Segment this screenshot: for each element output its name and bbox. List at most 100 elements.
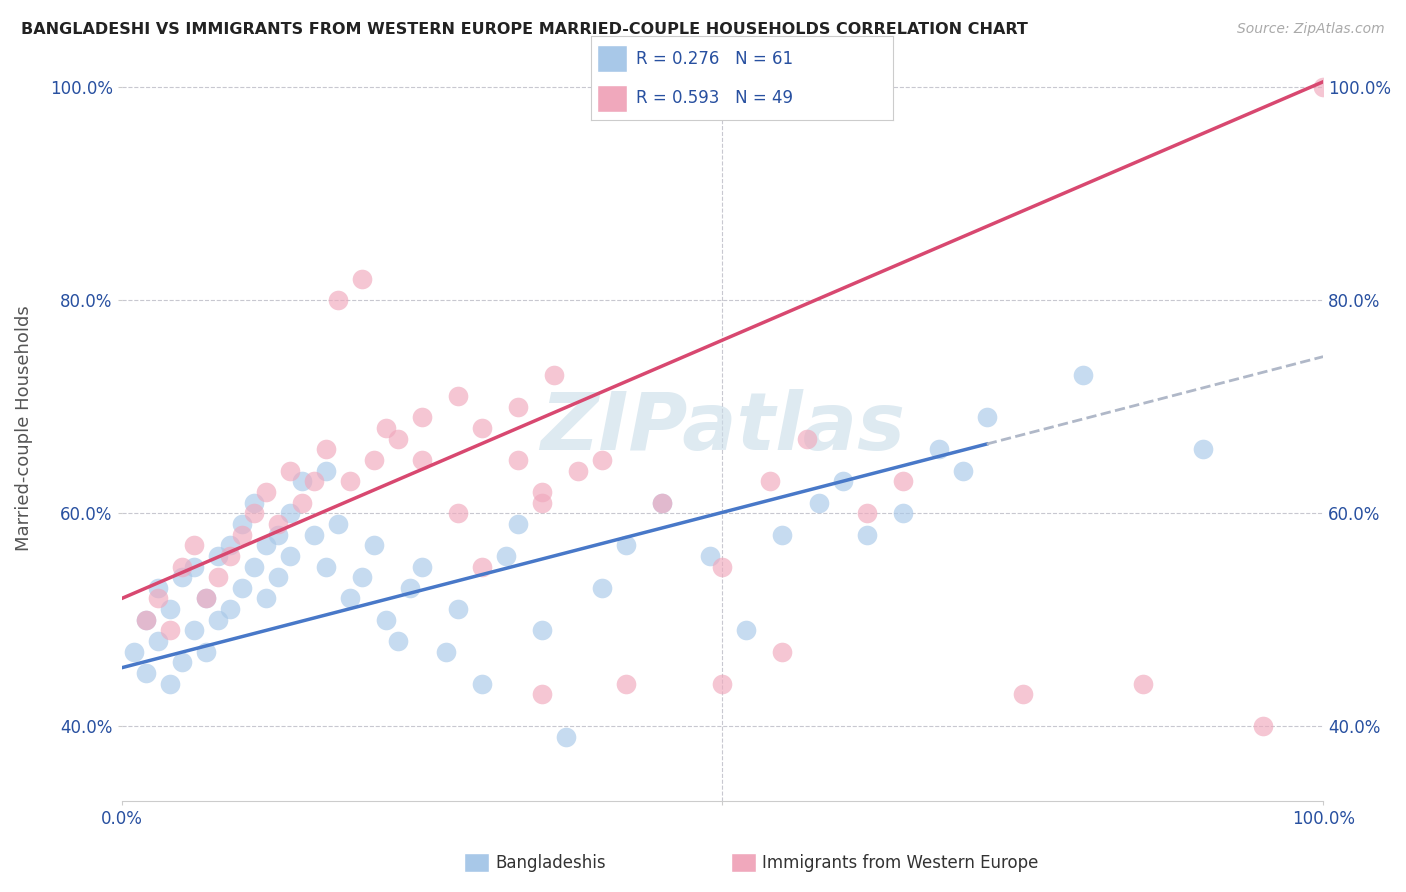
Point — [315, 442, 337, 457]
Point — [759, 475, 782, 489]
Point — [254, 485, 277, 500]
Bar — [596, 45, 627, 72]
Point — [375, 613, 398, 627]
Point — [651, 495, 673, 509]
Point — [243, 506, 266, 520]
Point — [495, 549, 517, 563]
Point — [891, 475, 914, 489]
Point — [315, 464, 337, 478]
Point — [1251, 719, 1274, 733]
Point — [508, 453, 530, 467]
Point — [170, 559, 193, 574]
Point — [350, 570, 373, 584]
Point — [855, 506, 877, 520]
Text: R = 0.593   N = 49: R = 0.593 N = 49 — [636, 89, 793, 107]
Point — [928, 442, 950, 457]
Point — [267, 527, 290, 541]
Bar — [596, 85, 627, 112]
Text: ZIPatlas: ZIPatlas — [540, 389, 905, 467]
Point — [976, 410, 998, 425]
Point — [170, 656, 193, 670]
Point — [831, 475, 853, 489]
Point — [807, 495, 830, 509]
Point — [194, 591, 217, 606]
Point — [1132, 677, 1154, 691]
Point — [434, 645, 457, 659]
Point — [254, 538, 277, 552]
Point — [267, 516, 290, 531]
Point — [302, 527, 325, 541]
Point — [471, 421, 494, 435]
Point — [891, 506, 914, 520]
Point — [159, 624, 181, 638]
Point — [711, 559, 734, 574]
Point — [363, 453, 385, 467]
Point — [1312, 80, 1334, 95]
Point — [146, 591, 169, 606]
Point — [218, 538, 240, 552]
Point — [411, 453, 433, 467]
Point — [531, 485, 554, 500]
Point — [315, 559, 337, 574]
Point — [1011, 687, 1033, 701]
Point — [567, 464, 589, 478]
Point — [159, 602, 181, 616]
Point — [711, 677, 734, 691]
Point — [543, 368, 565, 382]
Point — [291, 495, 314, 509]
Point — [411, 410, 433, 425]
Point — [135, 666, 157, 681]
Point — [651, 495, 673, 509]
Point — [591, 581, 613, 595]
Point — [159, 677, 181, 691]
Point — [146, 634, 169, 648]
Point — [243, 495, 266, 509]
Point — [614, 677, 637, 691]
Point — [278, 549, 301, 563]
Point — [135, 613, 157, 627]
Text: Bangladeshis: Bangladeshis — [495, 854, 606, 871]
Text: BANGLADESHI VS IMMIGRANTS FROM WESTERN EUROPE MARRIED-COUPLE HOUSEHOLDS CORRELAT: BANGLADESHI VS IMMIGRANTS FROM WESTERN E… — [21, 22, 1028, 37]
Point — [591, 453, 613, 467]
Point — [326, 293, 349, 308]
Point — [375, 421, 398, 435]
Point — [447, 389, 470, 403]
Point — [291, 475, 314, 489]
Point — [194, 645, 217, 659]
Point — [326, 516, 349, 531]
Point — [796, 432, 818, 446]
Text: R = 0.276   N = 61: R = 0.276 N = 61 — [636, 50, 793, 68]
Point — [278, 506, 301, 520]
Point — [447, 602, 470, 616]
Point — [531, 624, 554, 638]
Point — [447, 506, 470, 520]
Point — [699, 549, 721, 563]
Point — [387, 634, 409, 648]
Point — [772, 527, 794, 541]
Point — [1071, 368, 1094, 382]
Point — [387, 432, 409, 446]
Point — [471, 677, 494, 691]
Point — [772, 645, 794, 659]
Point — [207, 613, 229, 627]
Point — [471, 559, 494, 574]
Point — [531, 495, 554, 509]
Y-axis label: Married-couple Households: Married-couple Households — [15, 305, 32, 551]
Point — [146, 581, 169, 595]
Point — [555, 730, 578, 744]
Point — [243, 559, 266, 574]
Point — [194, 591, 217, 606]
Point — [350, 272, 373, 286]
Point — [363, 538, 385, 552]
Point — [614, 538, 637, 552]
Point — [122, 645, 145, 659]
Point — [267, 570, 290, 584]
Point — [399, 581, 422, 595]
Point — [508, 516, 530, 531]
Point — [278, 464, 301, 478]
Point — [183, 538, 205, 552]
Point — [135, 613, 157, 627]
Point — [339, 591, 361, 606]
Point — [207, 570, 229, 584]
Point — [1192, 442, 1215, 457]
